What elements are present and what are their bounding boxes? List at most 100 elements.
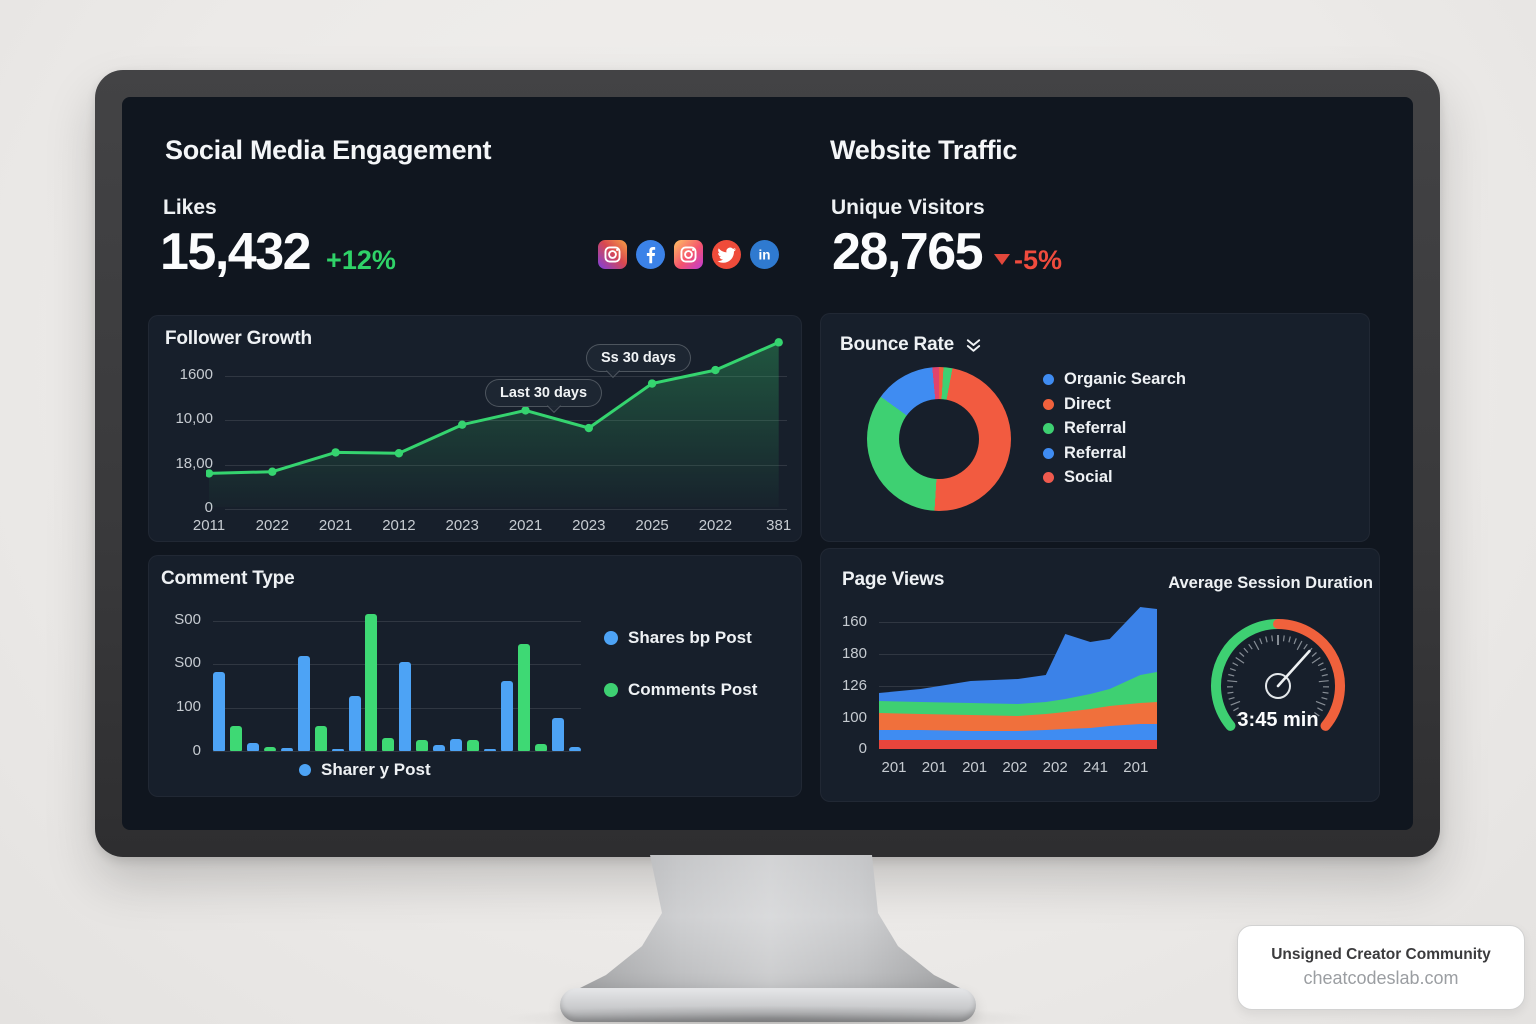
likes-metric: 15,432 +12%: [160, 222, 396, 282]
tick: [1311, 652, 1317, 657]
gridline: [213, 621, 581, 622]
follower-growth-chart[interactable]: [206, 334, 784, 512]
section-title-social: Social Media Engagement: [165, 135, 492, 165]
likes-value: 15,432: [160, 223, 312, 281]
legend-label: Social: [1064, 468, 1113, 486]
tick: [1288, 636, 1291, 643]
legend-item: Direct: [1043, 395, 1186, 414]
instagram-pink-icon[interactable]: [674, 240, 703, 269]
x-tick-label: 202: [1042, 759, 1068, 776]
dashboard-screen: Social Media Engagement Likes 15,432 +12…: [122, 97, 1413, 830]
gridline: [213, 708, 581, 709]
legend-dot: [604, 683, 618, 697]
visitors-label: Unique Visitors: [831, 196, 985, 219]
y-tick-label: S00: [174, 654, 201, 671]
comment-type-card: Comment Type S00 S00 100 0 Sharer y Post Sh…: [148, 555, 802, 797]
tick: [1230, 700, 1241, 706]
tick: [1271, 635, 1274, 642]
tick: [1303, 643, 1308, 650]
legend-sharer-y-post: Sharer y Post: [299, 760, 431, 780]
bounce-rate-donut-chart[interactable]: [867, 367, 1011, 511]
bar-blue: [399, 662, 412, 751]
legend-dot: [1043, 472, 1054, 483]
legend-dot: [1043, 423, 1054, 434]
y-tick-label: 0: [192, 742, 201, 759]
data-point: [774, 338, 783, 347]
gridline: [225, 509, 787, 510]
session-duration-value: 3:45 min: [1237, 709, 1319, 731]
chevrons-down-icon[interactable]: [964, 336, 983, 355]
tick: [1315, 700, 1326, 706]
bar-blue: [331, 748, 344, 751]
follower-growth-title: Follower Growth: [165, 328, 312, 349]
legend-label: Shares bp Post: [628, 628, 752, 647]
data-point: [394, 449, 404, 458]
bar-green: [229, 726, 242, 751]
tick: [1322, 691, 1329, 694]
linkedin-icon[interactable]: in: [750, 240, 779, 269]
data-point: [331, 448, 340, 457]
tick: [1282, 635, 1285, 642]
page-views-title: Page Views: [842, 569, 945, 590]
monitor-frame: Social Media Engagement Likes 15,432 +12…: [95, 70, 1440, 857]
x-tick-label: 201: [921, 759, 947, 776]
comment-type-chart[interactable]: [213, 601, 581, 751]
y-tick-label: 18,00: [175, 455, 213, 472]
monitor-stand: [570, 855, 970, 993]
tick: [1229, 668, 1236, 672]
page-views-card: Page Views Average Session Duration 160 1…: [820, 548, 1380, 802]
twitter-icon[interactable]: [712, 240, 741, 269]
facebook-icon[interactable]: [636, 240, 665, 269]
tick: [1317, 707, 1323, 712]
legend-label: Organic Search: [1064, 370, 1186, 388]
x-tick-label: 2012: [382, 517, 416, 534]
gridline: [879, 654, 1157, 655]
tick: [1259, 638, 1263, 645]
tick: [1314, 712, 1320, 717]
gauge-arc-green: [1211, 619, 1283, 731]
gridline: [213, 751, 581, 752]
gridline: [225, 376, 787, 377]
monitor-base: [560, 988, 976, 1022]
bar-blue: [433, 745, 446, 751]
data-point: [584, 423, 593, 433]
legend-item: Social: [1043, 468, 1186, 487]
x-tick-label: 2023: [572, 517, 606, 534]
decrease-arrow-icon: [994, 254, 1011, 265]
session-duration-title: Average Session Duration: [1168, 574, 1373, 592]
tooltip-30-days: Ss 30 days: [586, 344, 691, 379]
legend-label: Comments Post: [628, 680, 758, 699]
bar-blue: [551, 717, 564, 751]
data-point: [521, 406, 530, 415]
watermark-badge: Unsigned Creator Community cheatcodeslab…: [1237, 925, 1525, 1010]
bar-green: [263, 747, 276, 751]
bar-blue: [500, 680, 513, 751]
bounce-rate-header: Bounce Rate: [840, 334, 983, 356]
y-tick-label: 100: [841, 709, 867, 726]
tick: [1235, 657, 1245, 664]
tick: [1233, 707, 1239, 712]
x-tick-label: 2025: [635, 517, 669, 534]
line-area-fill: [209, 342, 779, 507]
floor-shadow: [500, 1005, 1040, 1024]
legend-label: Referral: [1064, 419, 1127, 437]
badge-url[interactable]: cheatcodeslab.com: [1303, 968, 1459, 988]
bar-green: [416, 739, 429, 751]
badge-title: Unsigned Creator Community: [1271, 946, 1491, 963]
tick: [1227, 691, 1234, 694]
page-views-chart[interactable]: [879, 599, 1157, 751]
gauge-ticks: [1226, 635, 1330, 717]
tick: [1239, 652, 1245, 657]
tick: [1296, 640, 1303, 651]
y-tick-label: 100: [175, 698, 201, 715]
tick: [1311, 657, 1321, 664]
tooltip-last-30-days: Last 30 days: [485, 379, 603, 414]
instagram-icon[interactable]: [598, 240, 627, 269]
bar-blue: [348, 696, 361, 751]
bar-green: [382, 738, 395, 751]
x-tick-label: 201: [962, 759, 988, 776]
bar-blue: [213, 671, 225, 751]
area-layer-red: [879, 740, 1157, 749]
legend-item: Referral: [1043, 419, 1186, 438]
